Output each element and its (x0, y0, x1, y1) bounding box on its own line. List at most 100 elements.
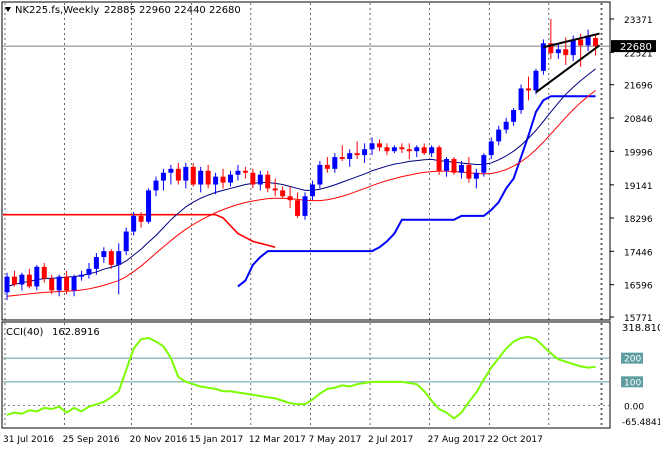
level-200-tag (621, 352, 643, 364)
candle-body (451, 159, 457, 173)
candle-body (332, 157, 338, 169)
date-tick-label: 22 Oct 2017 (487, 435, 543, 445)
candle-body (555, 49, 561, 54)
candle-body (362, 149, 368, 156)
candle-body (339, 157, 345, 160)
candle-body (444, 159, 450, 171)
candle-body (354, 153, 360, 156)
candle-body (496, 129, 502, 142)
candle-body (295, 200, 301, 216)
candle-body (11, 276, 17, 285)
level-zero-label: 0.00 (624, 402, 644, 412)
y-axis-labels: 15771 16596 17446 18296 19141 19996 20846 21696… (610, 16, 653, 324)
candle-body (369, 143, 375, 150)
candle-body (101, 251, 107, 258)
candle-body (198, 170, 204, 185)
price-tick-label: 18296 (624, 215, 653, 225)
candle-body (488, 141, 494, 156)
candle-body (242, 170, 248, 173)
candle-body (406, 149, 412, 152)
candle-body (146, 190, 152, 222)
candle-body (458, 164, 464, 173)
price-tick-label: 21696 (624, 82, 653, 92)
candle-body (540, 43, 546, 71)
candle-body (265, 174, 271, 189)
candle-body (414, 147, 420, 152)
plot-marks (3, 19, 609, 420)
candle-body (26, 274, 32, 287)
price-tick-label: 19996 (624, 148, 653, 158)
candle-body (511, 110, 517, 122)
price-panel (1, 1, 611, 321)
wedge-upper-line (543, 32, 600, 49)
candle-body (250, 172, 256, 185)
cci-value: 162.8916 (52, 327, 100, 338)
candle-body (138, 215, 144, 222)
level-200-label: 200 (624, 355, 641, 365)
candle-body (548, 43, 554, 54)
cci-line (6, 335, 596, 420)
candle-body (272, 188, 278, 191)
x-axis-labels: 31 Jul 2016 25 Sep 2016 20 Nov 2016 15 Jan … (3, 435, 543, 445)
date-tick-label: 31 Jul 2016 (3, 435, 54, 445)
candle-body (190, 166, 196, 185)
candle-body (377, 143, 382, 148)
candle-body (86, 268, 92, 275)
blue-level-line (237, 95, 596, 288)
candle-body (123, 231, 129, 252)
candle-body (4, 276, 10, 293)
cci-name: CCI(40) (6, 327, 44, 338)
candle-body (41, 266, 47, 279)
candle-body (429, 147, 435, 154)
candle-body (205, 170, 211, 185)
candle-body (71, 276, 77, 291)
candle-body (518, 88, 524, 111)
candle-body (533, 70, 539, 91)
price-tick-label: 22521 (624, 49, 653, 59)
candle-body (183, 166, 189, 181)
candle-body (79, 274, 84, 277)
candle-body (220, 176, 226, 183)
candle-body (481, 155, 487, 173)
date-tick-label: 27 Aug 2017 (428, 435, 486, 445)
slow-ma-line (6, 90, 596, 297)
cci-max-label: 318.8103 (622, 323, 660, 334)
date-tick-label: 2 Jul 2017 (368, 435, 413, 445)
candle-body (466, 164, 472, 179)
cci-header: CCI(40) 162.8916 (6, 327, 100, 338)
date-tick-label: 12 Mar 2017 (249, 435, 306, 445)
candle-body (578, 39, 584, 46)
wedge-lower-line (535, 44, 601, 94)
candle-body (399, 147, 405, 150)
date-tick-label: 25 Sep 2016 (63, 435, 120, 445)
candle-body (570, 39, 576, 56)
candle-body (56, 276, 62, 291)
candle-body (49, 278, 55, 291)
candle-body (473, 172, 479, 179)
candle-body (175, 168, 181, 181)
price-tick-label: 15771 (624, 314, 653, 324)
date-tick-label: 20 Nov 2016 (130, 435, 188, 445)
candle-body (108, 251, 114, 265)
candle-body (19, 274, 25, 285)
candle-body (93, 257, 99, 269)
level-100-label: 100 (624, 378, 641, 388)
support-line (3, 213, 276, 249)
candle-body (347, 153, 353, 160)
candle-body (131, 215, 137, 232)
dropdown-arrow-icon[interactable] (5, 7, 11, 12)
last-price-label: 22680 (620, 42, 652, 53)
candle-body (213, 176, 219, 185)
last-price-tag: 22680 (611, 40, 656, 53)
cci-min-label: -65.4841 (622, 418, 660, 428)
candle-body (287, 196, 293, 201)
fast-ma-line (6, 68, 596, 287)
candle-body (168, 168, 174, 173)
candle-body (526, 88, 531, 91)
candle-body (64, 276, 70, 291)
candle-body (160, 172, 166, 181)
candle-body (317, 164, 323, 185)
candle-body (384, 147, 390, 152)
candle-body (302, 196, 308, 216)
